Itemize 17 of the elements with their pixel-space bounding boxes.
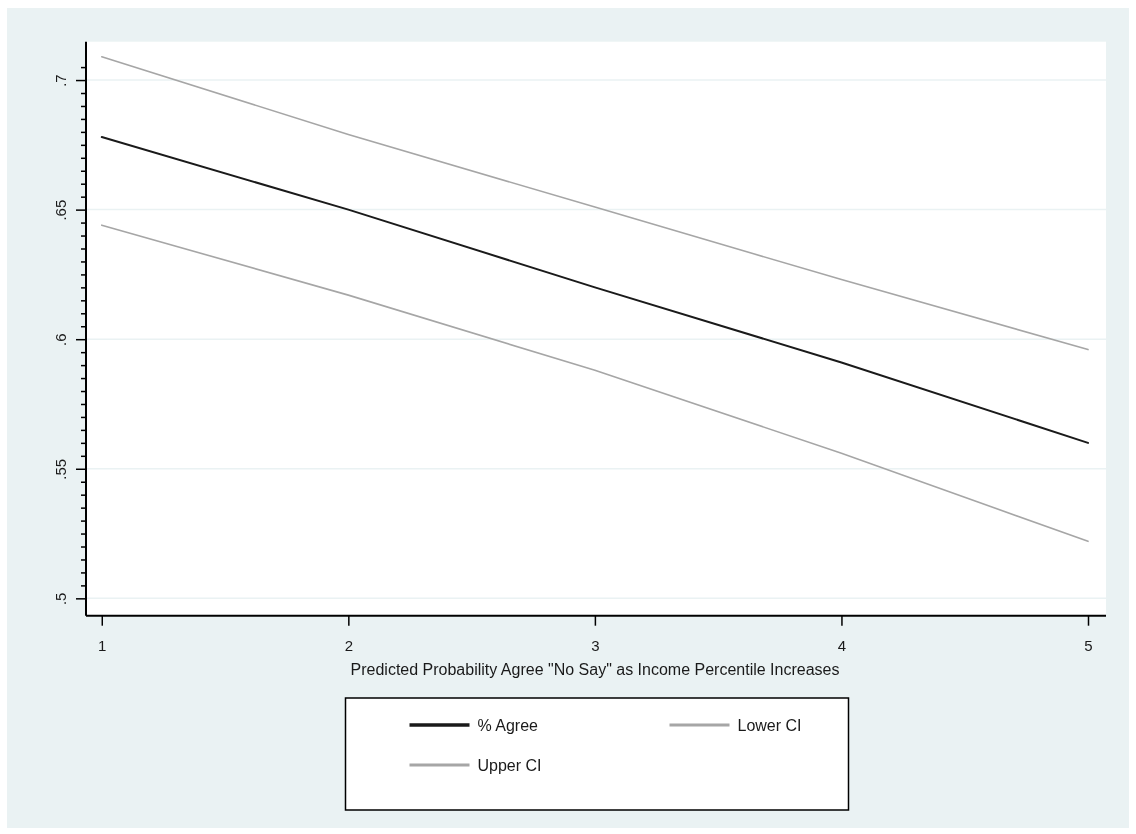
x-tick-label: 5: [1084, 637, 1093, 655]
line-series: [100, 224, 1089, 543]
line-series: [100, 136, 1089, 444]
x-axis-title: Predicted Probability Agree "No Say" as Income Percentile Increases: [350, 661, 840, 678]
x-tick-label: 2: [344, 637, 354, 655]
legend-label: % Agree: [477, 717, 539, 734]
y-tick-label: .7: [52, 74, 69, 87]
line-series: [100, 55, 1089, 351]
y-tick-label: .65: [52, 199, 69, 221]
y-tick-label: .5: [52, 592, 69, 606]
legend-label: Upper CI: [477, 757, 542, 774]
y-tick-label: .6: [52, 333, 69, 346]
x-tick-label: 3: [591, 637, 600, 655]
legend-label: Lower CI: [737, 717, 802, 734]
x-tick-label: 4: [837, 637, 847, 655]
y-tick-label: .55: [52, 458, 69, 480]
x-tick-label: 1: [98, 637, 107, 655]
